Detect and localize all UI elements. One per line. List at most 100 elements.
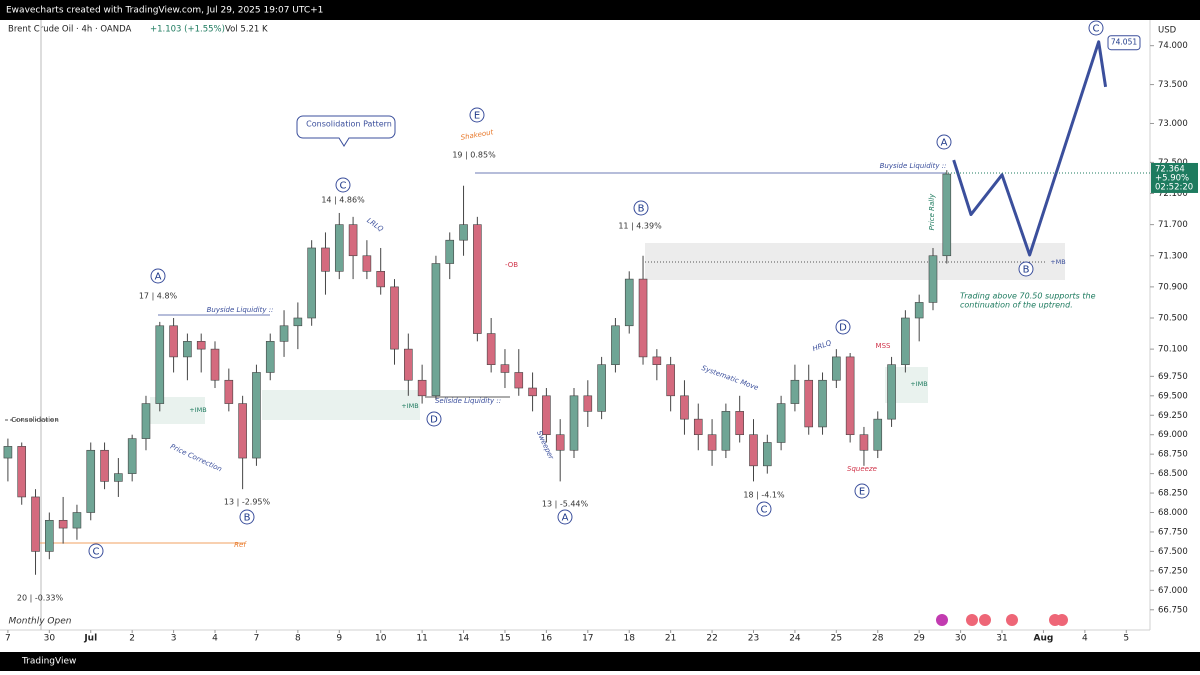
candle-body	[680, 395, 689, 420]
candle-body	[721, 411, 731, 451]
wave-label: A	[562, 513, 569, 524]
symbol: Brent Crude Oil · 4h · OANDA	[8, 25, 131, 35]
y-tick-label: 67.750	[1158, 527, 1188, 537]
annotation: Price Rally	[928, 193, 936, 230]
event-icons	[936, 614, 1068, 626]
annotation: 17 | 4.8%	[139, 292, 178, 301]
x-tick-label: 5	[1123, 634, 1129, 644]
wave-circle	[150, 268, 166, 284]
event-icon	[1056, 614, 1068, 626]
annotation: Monthly Open	[9, 617, 72, 627]
candle-body	[555, 434, 565, 451]
x-tick-label: 18	[624, 634, 636, 644]
candle-body	[776, 403, 786, 443]
annotation: Systematic Move	[700, 364, 759, 392]
y-tick-label: 73.000	[1158, 119, 1188, 129]
candle-body	[942, 173, 952, 257]
candle-body	[334, 224, 344, 272]
volume: Vol 5.21 K	[225, 25, 268, 35]
candle-body	[859, 434, 869, 451]
y-tick-label: 68.500	[1158, 469, 1188, 479]
annotation: -OB	[505, 261, 518, 269]
candle-body	[445, 239, 455, 264]
candle-body	[652, 356, 662, 365]
projection-line	[952, 40, 1108, 257]
candle-body	[45, 519, 54, 552]
last-price-countdown: 02:52:20	[1155, 182, 1193, 192]
wave-label: C	[1093, 24, 1100, 35]
y-tick-label: 70.500	[1158, 313, 1188, 323]
y-tick-label: 68.250	[1158, 489, 1188, 499]
candle-body	[638, 278, 648, 358]
y-tick-label: 74.000	[1158, 41, 1188, 51]
x-tick-label: 7	[254, 634, 260, 644]
candle-body	[611, 325, 620, 365]
x-tick-label: 17	[582, 634, 593, 644]
candle-body	[707, 434, 717, 451]
candle-body	[417, 379, 427, 397]
candle-body	[307, 247, 316, 319]
candle-body	[763, 442, 772, 467]
annotation: Buyside Liquidity ::	[880, 162, 947, 170]
candle-body	[390, 286, 399, 350]
candle-body	[321, 247, 330, 272]
x-tick-label: 9	[336, 634, 342, 644]
annotation: Trading above 70.50 supports the	[960, 292, 1096, 301]
peak-label-box	[1107, 35, 1141, 51]
wave-label: D	[430, 415, 438, 426]
annotation: Consolidation	[11, 416, 59, 424]
candle-body	[528, 387, 537, 397]
x-tick-label: Aug	[1034, 634, 1054, 644]
watermark: Ewavecharts created with TradingView.com…	[6, 6, 323, 16]
change: +1.103 (+1.55%)	[150, 25, 225, 35]
wave-label: C	[761, 505, 768, 516]
wave-circle	[557, 509, 573, 525]
x-tick-label: 31	[996, 634, 1007, 644]
annotation: 20 | -0.33%	[17, 594, 64, 603]
annotation: continuation of the uptrend.	[960, 301, 1073, 310]
candle-body	[155, 325, 165, 404]
candle-body	[749, 434, 758, 467]
candle-body	[141, 403, 151, 439]
wave-circle	[239, 509, 255, 525]
candle-body	[597, 364, 606, 412]
annotation: +IMB	[189, 406, 206, 414]
y-tick-label: 69.500	[1158, 391, 1188, 401]
wave-circle	[854, 483, 870, 499]
annotation: Price Correction	[169, 443, 223, 474]
candle-body	[887, 364, 896, 420]
candle-body	[404, 348, 413, 381]
x-tick-label: 10	[375, 634, 387, 644]
candle-body	[735, 411, 744, 436]
y-tick-label: 69.750	[1158, 372, 1188, 382]
candle-body	[569, 395, 579, 451]
candle-body	[279, 325, 289, 342]
wave-circle	[633, 200, 649, 216]
candle-body	[514, 372, 524, 389]
y-tick-label: 69.000	[1158, 430, 1188, 440]
y-tick-label: 71.700	[1158, 220, 1188, 230]
wave-circle	[426, 411, 442, 427]
candle-body	[183, 341, 192, 358]
last-price-tag	[1151, 162, 1198, 193]
x-tick-label: 24	[789, 634, 801, 644]
annotation: Buyside Liquidity ::	[207, 306, 274, 314]
candle-body	[624, 278, 634, 327]
candle-body	[818, 379, 827, 428]
y-tick-label: 66.750	[1158, 605, 1188, 615]
candle-body	[376, 271, 385, 288]
candle-body	[693, 418, 703, 436]
peak-label: 74.051	[1111, 38, 1137, 47]
candle-body	[832, 356, 841, 381]
y-tick-label: 67.500	[1158, 547, 1188, 557]
event-icon	[936, 614, 948, 626]
currency: USD	[1158, 26, 1177, 36]
x-tick-label: 2	[129, 634, 135, 644]
y-tick-label: 70.900	[1158, 282, 1188, 292]
candle-body	[31, 496, 40, 552]
candle-body	[169, 325, 178, 358]
annotation: 11 | 4.39%	[618, 222, 662, 231]
candle-body	[127, 438, 137, 474]
wave-label: B	[1023, 265, 1030, 276]
candle-body	[3, 446, 13, 459]
